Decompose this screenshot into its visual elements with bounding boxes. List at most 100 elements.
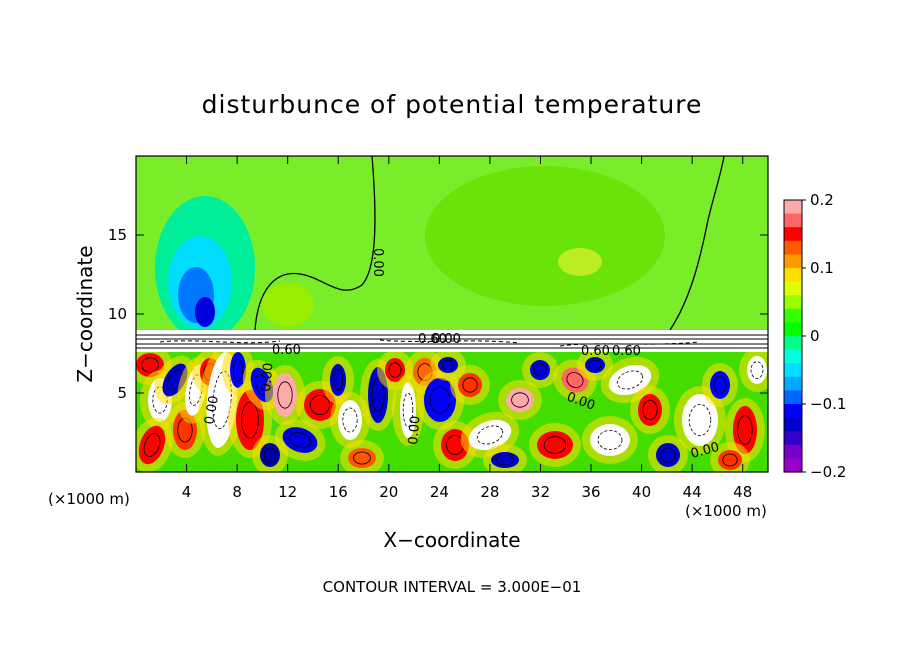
x-unit-label-right: (×1000 m)	[685, 502, 767, 520]
y-axis: 5 10 15	[108, 226, 768, 402]
anomaly-contour	[143, 433, 161, 457]
contour-zero-upper-left	[254, 156, 376, 331]
positive-anomaly-lobe	[262, 283, 314, 327]
colorbar-tick-label: 0.2	[810, 191, 834, 209]
anomaly-contour	[342, 407, 358, 433]
anomaly-cell	[656, 443, 680, 467]
contour-interval-note: CONTOUR INTERVAL = 3.000E−01	[323, 578, 582, 596]
anomaly-contour	[543, 436, 567, 454]
anomaly-contour	[533, 363, 547, 377]
colorbar-swatch	[784, 295, 802, 310]
anomaly-contour	[566, 372, 584, 388]
anomaly-cell	[710, 371, 730, 399]
colorbar-swatch	[784, 458, 802, 473]
anomaly-cell	[682, 394, 718, 446]
contour-zero-upper-right	[669, 156, 725, 331]
contour-label: 0.00	[406, 415, 423, 445]
anomaly-cell	[468, 419, 512, 451]
x-tick-label: 40	[632, 483, 651, 501]
anomaly-contour	[309, 394, 330, 415]
anomaly-contour	[737, 415, 753, 445]
chart-title: disturbunce of potential temperature	[202, 90, 703, 119]
anomaly-contour	[353, 451, 371, 465]
x-axis-title: X−coordinate	[383, 528, 520, 552]
y-tick-label: 5	[117, 384, 127, 402]
colorbar-swatch	[784, 376, 802, 391]
anomaly-contour	[642, 399, 658, 420]
colorbar-tick-label: 0.1	[810, 259, 834, 277]
colorbar-swatch	[784, 213, 802, 228]
anomaly-cell	[260, 443, 280, 467]
colorbar-swatch	[784, 349, 802, 364]
anomaly-contour	[263, 447, 277, 463]
anomaly-cell	[530, 360, 550, 380]
anomaly-contour	[241, 401, 259, 439]
anomaly-contour	[588, 359, 602, 371]
anomaly-contour	[597, 429, 623, 450]
x-tick-label: 4	[182, 483, 192, 501]
anomaly-cell	[330, 364, 346, 396]
anomaly-cell	[282, 427, 318, 453]
colorbar-swatch	[784, 240, 802, 255]
colorbar-swatch	[784, 281, 802, 296]
colorbar-tick-label: −0.2	[810, 463, 846, 481]
turbulent-cells	[136, 344, 768, 472]
colorbar-swatch	[784, 227, 802, 242]
anomaly-cell	[385, 358, 405, 382]
x-tick-label: 28	[480, 483, 499, 501]
y-tick-label: 10	[108, 305, 127, 323]
negative-anomaly-core	[195, 297, 215, 327]
x-tick-label: 24	[430, 483, 449, 501]
x-tick-label: 8	[232, 483, 242, 501]
anomaly-cell	[338, 400, 362, 440]
anomaly-cell	[400, 382, 416, 438]
contour-label: 0.00	[370, 248, 385, 277]
x-tick-label: 32	[531, 483, 550, 501]
anomaly-contour	[660, 447, 676, 463]
anomaly-contour	[402, 392, 414, 428]
colorbar-swatch	[784, 254, 802, 269]
plot-area: 0.60 0.60 0.60 0.60 0.00 0.00 0.00 0.00 …	[136, 156, 768, 472]
anomaly-contour	[750, 361, 764, 379]
colorbar-swatch	[784, 336, 802, 351]
anomaly-cell	[438, 357, 458, 373]
colorbar-swatch	[784, 200, 802, 215]
colorbar-tick-label: −0.1	[810, 395, 846, 413]
x-tick-label: 44	[683, 483, 702, 501]
anomaly-cell	[230, 352, 246, 388]
inversion-dashed-contours	[159, 339, 701, 347]
anomaly-contour	[289, 431, 311, 449]
x-unit-label-left: (×1000 m)	[48, 490, 130, 508]
x-tick-label: 48	[733, 483, 752, 501]
anomaly-contour	[232, 358, 244, 382]
contour-label: 0.00	[432, 332, 461, 347]
colorbar-swatch	[784, 322, 802, 337]
x-tick-label: 12	[278, 483, 297, 501]
inversion-contours	[136, 334, 768, 349]
anomaly-contour	[462, 377, 478, 393]
y-tick-label: 15	[108, 226, 127, 244]
anomaly-contour	[441, 359, 455, 371]
contour-label: 0.60	[418, 332, 447, 347]
colorbar: 0.2 0.1 0 −0.1 −0.2	[783, 191, 846, 481]
contour-label: 0.60	[581, 344, 610, 359]
positive-anomaly-core	[558, 248, 602, 276]
anomaly-contour	[277, 381, 293, 409]
anomaly-contour	[496, 454, 514, 466]
contour-label: 0.60	[272, 343, 301, 358]
anomaly-contour	[476, 425, 504, 445]
colorbar-tick-label: 0	[810, 327, 820, 345]
colorbar-swatch	[784, 390, 802, 405]
contour-label: 0.00	[259, 362, 276, 392]
anomaly-cell	[506, 388, 534, 412]
anomaly-contour	[511, 392, 529, 408]
contour-label: 0.60	[612, 344, 641, 359]
colorbar-swatch	[784, 308, 802, 323]
anomaly-cell	[590, 424, 630, 456]
colorbar-swatch	[784, 404, 802, 419]
anomaly-contour	[141, 357, 159, 373]
anomaly-contour	[332, 369, 344, 390]
x-tick-label: 20	[379, 483, 398, 501]
anomaly-cell	[718, 450, 742, 470]
